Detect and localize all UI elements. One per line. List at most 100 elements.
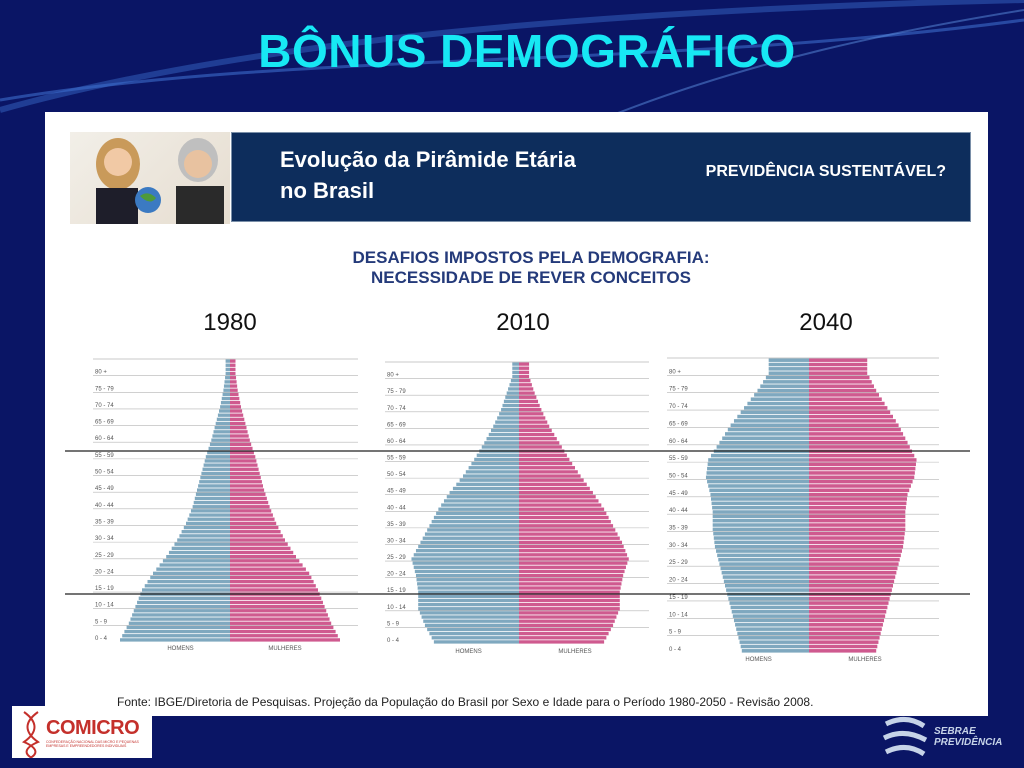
bar-mulheres-70 - 74 [230,401,241,405]
bar-mulheres-10 - 14 [519,594,620,598]
bar-homens-80 + [512,362,519,366]
bar-mulheres-70 - 74 [519,403,540,408]
bar-homens-80 + [768,358,809,362]
bar-mulheres-5 - 9 [519,619,615,623]
bar-homens-45 - 49 [708,484,809,488]
bar-homens-20 - 24 [415,573,519,578]
age-group-label: 40 - 44 [669,508,688,514]
bar-homens-0 - 4 [433,640,519,644]
bar-homens-60 - 64 [213,430,230,434]
bar-homens-75 - 79 [224,380,230,384]
bar-mulheres-25 - 29 [230,542,288,546]
bar-mulheres-80 + [230,359,236,363]
bar-homens-15 - 19 [147,579,230,584]
bar-mulheres-40 - 44 [230,500,269,505]
age-group-label: 30 - 34 [669,543,688,549]
bar-homens-15 - 19 [728,597,809,601]
age-group-label: 20 - 24 [669,578,688,584]
bar-mulheres-20 - 24 [230,567,306,571]
bar-homens-15 - 19 [417,586,519,590]
bar-homens-15 - 19 [725,583,809,588]
bar-mulheres-15 - 19 [230,579,314,584]
bar-homens-35 - 39 [436,511,519,516]
age-group-label: 45 - 49 [669,491,688,497]
bar-homens-0 - 4 [126,625,230,630]
bar-homens-60 - 64 [211,438,230,442]
bar-homens-65 - 69 [216,417,230,422]
bar-mulheres-30 - 34 [519,528,616,532]
axis-label-mulheres: MULHERES [848,657,881,663]
bar-mulheres-40 - 44 [230,492,266,496]
bar-mulheres-70 - 74 [519,395,537,399]
bar-homens-55 - 59 [476,453,519,457]
bar-homens-35 - 39 [190,509,230,513]
bar-mulheres-80 + [519,366,530,370]
bar-mulheres-20 - 24 [809,566,898,571]
bar-homens-30 - 34 [424,532,519,536]
bar-homens-0 - 4 [427,627,519,632]
bar-homens-25 - 29 [719,562,809,566]
bar-homens-60 - 64 [722,436,809,441]
bar-homens-45 - 49 [452,486,519,491]
bar-homens-75 - 79 [760,384,809,388]
bar-mulheres-75 - 79 [809,388,877,393]
bar-homens-70 - 74 [222,392,230,397]
age-group-label: 70 - 74 [387,406,406,412]
age-group-label: 10 - 14 [387,605,406,611]
bar-homens-55 - 59 [708,458,809,462]
bar-mulheres-65 - 69 [519,420,548,424]
bar-mulheres-60 - 64 [519,441,560,445]
age-group-label: 55 - 59 [387,456,406,462]
population-pyramids: 1980 0 - 4 5 - 9 10 - 14 15 - 19 20 - 24 25 - … [65,309,970,663]
bar-homens-15 - 19 [418,590,519,594]
bar-homens-25 - 29 [418,544,519,549]
bar-mulheres-60 - 64 [519,428,552,433]
bar-homens-15 - 19 [150,575,230,580]
bar-homens-55 - 59 [205,455,230,459]
bar-homens-50 - 54 [201,471,230,476]
bar-mulheres-15 - 19 [519,582,622,586]
bar-mulheres-50 - 54 [230,471,260,476]
bar-mulheres-10 - 14 [519,598,620,603]
bar-mulheres-75 - 79 [809,384,874,388]
bar-homens-10 - 14 [137,600,230,605]
bar-homens-10 - 14 [418,598,519,603]
bar-mulheres-20 - 24 [519,573,624,578]
bar-homens-45 - 49 [199,480,230,484]
bar-mulheres-75 - 79 [519,391,535,395]
bar-homens-50 - 54 [204,459,230,463]
bar-mulheres-50 - 54 [230,463,258,467]
bar-mulheres-0 - 4 [809,636,880,640]
bar-homens-10 - 14 [732,614,809,618]
bar-homens-40 - 44 [193,500,230,505]
bar-homens-0 - 4 [429,631,519,636]
bar-homens-80 + [512,370,519,375]
bar-homens-55 - 59 [481,445,519,449]
bar-homens-65 - 69 [499,412,519,416]
bar-homens-5 - 9 [735,623,809,627]
bar-mulheres-75 - 79 [519,387,534,391]
bar-homens-20 - 24 [413,565,519,569]
bar-mulheres-30 - 34 [809,540,904,545]
bar-mulheres-55 - 59 [519,457,570,462]
age-group-label: 45 - 49 [95,486,114,492]
bar-mulheres-20 - 24 [809,575,896,579]
bar-mulheres-65 - 69 [519,424,550,428]
bar-mulheres-40 - 44 [809,510,906,514]
bar-homens-50 - 54 [707,462,809,467]
bar-homens-80 + [225,371,230,376]
bar-mulheres-25 - 29 [809,553,901,558]
bar-homens-80 + [768,362,809,367]
bar-mulheres-35 - 39 [230,521,277,526]
bar-mulheres-15 - 19 [809,583,893,588]
bar-homens-70 - 74 [220,405,230,409]
bar-mulheres-75 - 79 [230,380,237,384]
bar-mulheres-0 - 4 [519,631,609,636]
bar-homens-15 - 19 [416,578,519,582]
bar-mulheres-30 - 34 [519,532,618,536]
bar-mulheres-0 - 4 [519,640,605,644]
bar-mulheres-0 - 4 [230,629,336,634]
age-group-label: 10 - 14 [95,603,114,609]
bar-homens-20 - 24 [162,559,230,563]
bar-mulheres-60 - 64 [809,436,906,441]
